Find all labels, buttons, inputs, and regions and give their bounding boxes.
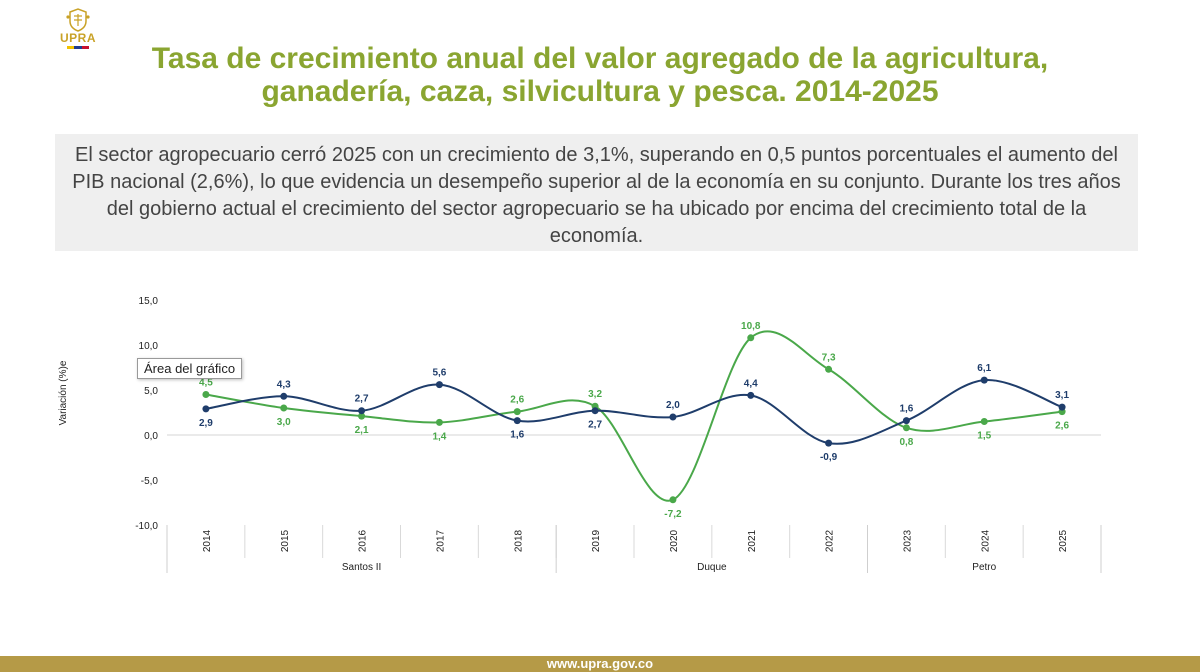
pib-data-label: 2,6 bbox=[510, 395, 524, 406]
agro-data-label: 4,3 bbox=[277, 379, 291, 390]
pib-point bbox=[202, 391, 210, 398]
footer-url[interactable]: www.upra.gov.co bbox=[0, 656, 1200, 672]
x-tick-label: 2022 bbox=[825, 529, 836, 552]
x-tick-label: 2015 bbox=[280, 529, 291, 552]
group-label: Duque bbox=[697, 562, 727, 573]
x-tick-label: 2019 bbox=[591, 529, 602, 552]
agro-point bbox=[435, 381, 443, 389]
pib-point bbox=[825, 365, 833, 373]
agro-point bbox=[669, 413, 677, 421]
pib-data-label: -7,2 bbox=[664, 509, 682, 520]
y-tick-label: 0,0 bbox=[144, 431, 158, 442]
x-tick-label: 2016 bbox=[358, 529, 369, 552]
agro-data-label: 2,7 bbox=[355, 394, 369, 405]
agro-data-label: 6,1 bbox=[977, 363, 991, 374]
agro-data-label: 4,4 bbox=[744, 378, 758, 389]
agro-point bbox=[902, 417, 910, 425]
pib-data-label: 0,8 bbox=[899, 437, 913, 448]
x-tick-label: 2018 bbox=[513, 529, 524, 552]
chart-area-tooltip: Área del gráfico bbox=[137, 358, 243, 379]
agro-data-label: 2,0 bbox=[666, 400, 680, 411]
pib-data-label: 10,8 bbox=[741, 321, 761, 332]
page-title: Tasa de crecimiento anual del valor agre… bbox=[151, 42, 1049, 108]
agro-data-label: 2,9 bbox=[199, 418, 213, 429]
group-label: Petro bbox=[972, 562, 996, 573]
pib-point bbox=[902, 424, 910, 432]
pib-data-label: 4,5 bbox=[199, 378, 213, 389]
pib-data-label: 1,4 bbox=[432, 431, 446, 442]
y-tick-label: 15,0 bbox=[139, 296, 159, 307]
x-tick-label: 2020 bbox=[669, 529, 680, 552]
y-tick-label: -5,0 bbox=[141, 476, 159, 487]
pib-data-label: 7,3 bbox=[822, 352, 836, 363]
agro-data-label: 2,7 bbox=[588, 420, 602, 431]
y-tick-label: 5,0 bbox=[144, 386, 158, 397]
x-tick-label: 2023 bbox=[902, 529, 913, 552]
x-tick-label: 2025 bbox=[1058, 529, 1069, 552]
agro-point bbox=[980, 376, 988, 384]
x-tick-label: 2014 bbox=[202, 529, 213, 552]
group-label: Santos II bbox=[342, 562, 381, 573]
upra-logo: UPRA bbox=[52, 8, 104, 58]
summary-box: El sector agropecuario cerró 2025 con un… bbox=[55, 134, 1138, 251]
agro-data-label: -0,9 bbox=[820, 452, 838, 463]
brand-name: UPRA bbox=[59, 31, 96, 45]
flag-stripe bbox=[67, 46, 89, 49]
pib-data-label: 1,5 bbox=[977, 431, 991, 442]
y-axis-title: Variación (%)e bbox=[58, 360, 69, 425]
pib-point bbox=[358, 412, 366, 420]
coat-of-arms-icon bbox=[66, 8, 90, 32]
pib-data-label: 2,1 bbox=[355, 425, 369, 436]
x-tick-label: 2021 bbox=[747, 529, 758, 552]
pib-point bbox=[435, 418, 443, 426]
pib-point bbox=[280, 404, 288, 412]
pib-point bbox=[747, 334, 755, 342]
agro-point bbox=[825, 439, 833, 447]
agro-data-label: 5,6 bbox=[432, 368, 446, 379]
series-line-pib bbox=[205, 330, 1063, 502]
agro-point bbox=[280, 392, 288, 400]
x-tick-label: 2024 bbox=[980, 529, 991, 552]
pib-data-label: 3,0 bbox=[277, 417, 291, 428]
agro-data-label: 3,1 bbox=[1055, 390, 1069, 401]
pib-point bbox=[513, 408, 521, 416]
x-tick-label: 2017 bbox=[435, 529, 446, 552]
pib-data-label: 3,2 bbox=[588, 389, 602, 400]
y-tick-label: -10,0 bbox=[135, 521, 158, 532]
y-tick-label: 10,0 bbox=[139, 341, 159, 352]
agro-point bbox=[358, 407, 366, 415]
agro-data-label: 1,6 bbox=[510, 430, 524, 441]
agro-point bbox=[513, 417, 521, 425]
pib-data-label: 2,6 bbox=[1055, 421, 1069, 432]
agro-point bbox=[747, 391, 755, 399]
agro-point bbox=[202, 405, 210, 413]
pib-point bbox=[980, 418, 988, 425]
pib-point bbox=[669, 496, 677, 504]
agro-data-label: 1,6 bbox=[899, 404, 913, 415]
agro-point bbox=[591, 407, 599, 415]
series-line-agro bbox=[205, 379, 1063, 445]
agro-point bbox=[1058, 403, 1066, 411]
